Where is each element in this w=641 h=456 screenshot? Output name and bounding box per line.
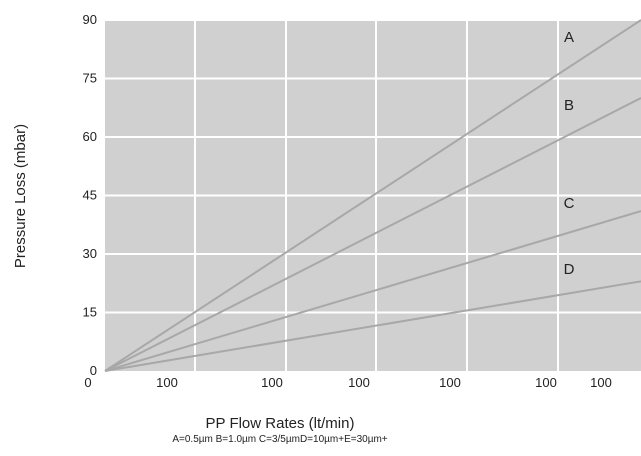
series-labels: A B C D <box>564 29 575 278</box>
y-axis-title: Pressure Loss (mbar) <box>12 124 29 268</box>
series-line-a <box>104 19 641 372</box>
x-axis-title: PP Flow Rates (lt/min) <box>206 415 355 432</box>
series-line-b <box>104 97 641 372</box>
series-label-a: A <box>564 29 574 46</box>
chart-caption: A=0.5µm B=1.0µm C=3/5µmD=10µm+E=30µm+ <box>172 434 387 445</box>
x-tick-label: 0 <box>84 375 91 390</box>
y-tick-label: 75 <box>83 71 97 86</box>
series-line-c <box>104 210 641 372</box>
y-tick-label: 45 <box>83 188 97 203</box>
y-tick-label: 30 <box>83 246 97 261</box>
x-axis-ticks: 0 100 100 100 100 100 100 <box>84 375 611 390</box>
series-label-c: C <box>564 195 575 212</box>
y-tick-label: 60 <box>83 129 97 144</box>
series-lines <box>104 19 641 372</box>
x-tick-label: 100 <box>261 375 283 390</box>
series-label-b: B <box>564 97 574 114</box>
y-tick-label: 0 <box>90 363 97 378</box>
x-tick-label: 100 <box>156 375 178 390</box>
series-line-d <box>104 280 641 372</box>
x-tick-label: 100 <box>348 375 370 390</box>
series-label-d: D <box>564 261 575 278</box>
y-tick-label: 90 <box>83 12 97 27</box>
x-tick-label: 100 <box>535 375 557 390</box>
x-tick-label: 100 <box>590 375 612 390</box>
y-tick-label: 15 <box>83 305 97 320</box>
x-tick-label: 100 <box>439 375 461 390</box>
y-axis-ticks: 0 15 30 45 60 75 90 <box>83 12 97 378</box>
